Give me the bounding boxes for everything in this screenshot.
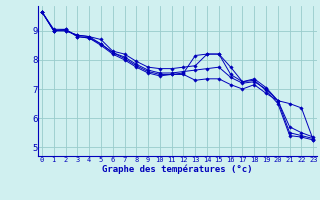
X-axis label: Graphe des températures (°c): Graphe des températures (°c)	[102, 164, 253, 174]
